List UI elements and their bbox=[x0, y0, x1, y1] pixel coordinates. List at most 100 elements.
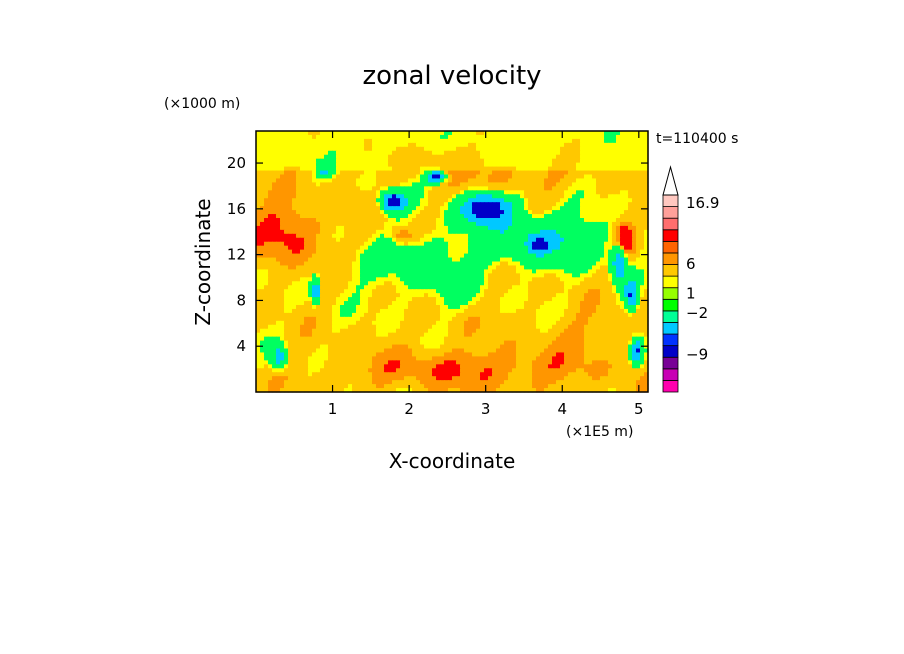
field-cell bbox=[280, 194, 285, 199]
field-cell bbox=[340, 316, 345, 322]
field-cell bbox=[480, 210, 485, 215]
field-cell bbox=[356, 186, 361, 191]
field-cell bbox=[424, 198, 429, 203]
field-cell bbox=[264, 221, 269, 227]
field-cell bbox=[628, 229, 633, 235]
field-cell bbox=[468, 253, 473, 259]
field-cell bbox=[632, 166, 637, 172]
field-cell bbox=[472, 269, 477, 274]
field-cell bbox=[416, 320, 421, 326]
field-cell bbox=[280, 154, 285, 160]
field-cell bbox=[300, 198, 305, 203]
field-cell bbox=[436, 324, 441, 330]
field-cell bbox=[344, 225, 349, 231]
field-cell bbox=[456, 308, 461, 314]
field-cell bbox=[304, 198, 309, 203]
field-cell bbox=[268, 162, 273, 168]
field-cell bbox=[476, 202, 481, 207]
field-cell bbox=[588, 210, 593, 215]
field-cell bbox=[336, 320, 341, 326]
field-cell bbox=[432, 162, 437, 168]
field-cell bbox=[512, 245, 517, 251]
field-cell bbox=[592, 186, 597, 191]
field-cell bbox=[264, 158, 269, 164]
field-cell bbox=[344, 316, 349, 322]
field-cell bbox=[532, 131, 537, 136]
field-cell bbox=[488, 269, 493, 274]
field-cell bbox=[280, 293, 285, 298]
field-cell bbox=[436, 150, 441, 156]
field-cell bbox=[452, 194, 457, 199]
field-cell bbox=[580, 170, 585, 176]
field-cell bbox=[356, 174, 361, 180]
field-cell bbox=[452, 324, 457, 330]
field-cell bbox=[580, 281, 585, 286]
field-cell bbox=[352, 174, 357, 180]
field-cell bbox=[408, 241, 413, 247]
field-cell bbox=[440, 253, 445, 259]
field-cell bbox=[332, 214, 337, 219]
field-cell bbox=[268, 214, 273, 219]
field-cell bbox=[512, 138, 517, 144]
field-cell bbox=[348, 328, 353, 334]
field-cell bbox=[308, 249, 313, 255]
field-cell bbox=[272, 146, 277, 152]
field-cell bbox=[480, 142, 485, 148]
field-cell bbox=[548, 186, 553, 191]
field-cell bbox=[468, 289, 473, 294]
field-cell bbox=[540, 186, 545, 191]
field-cell bbox=[620, 214, 625, 219]
field-cell bbox=[420, 241, 425, 247]
field-cell bbox=[356, 277, 361, 282]
field-cell bbox=[496, 285, 501, 290]
field-cell bbox=[540, 210, 545, 215]
field-cell bbox=[628, 182, 633, 187]
field-cell bbox=[360, 273, 365, 278]
field-cell bbox=[476, 182, 481, 187]
field-cell bbox=[344, 178, 349, 183]
field-cell bbox=[524, 261, 529, 267]
field-cell bbox=[396, 249, 401, 255]
field-cell bbox=[492, 257, 497, 263]
field-cell bbox=[492, 162, 497, 168]
field-cell bbox=[264, 202, 269, 207]
field-cell bbox=[264, 138, 269, 144]
field-cell bbox=[640, 273, 645, 278]
field-cell bbox=[556, 328, 561, 334]
field-cell bbox=[416, 261, 421, 267]
field-cell bbox=[340, 328, 345, 334]
field-cell bbox=[632, 178, 637, 183]
field-cell bbox=[484, 210, 489, 215]
field-cell bbox=[452, 198, 457, 203]
field-cell bbox=[516, 312, 521, 318]
field-cell bbox=[380, 301, 385, 306]
field-cell bbox=[504, 146, 509, 152]
field-cell bbox=[492, 178, 497, 183]
field-cell bbox=[640, 214, 645, 219]
field-cell bbox=[568, 297, 573, 302]
field-cell bbox=[476, 225, 481, 231]
field-cell bbox=[312, 174, 317, 180]
field-cell bbox=[304, 131, 309, 136]
field-cell bbox=[432, 218, 437, 223]
field-cell bbox=[492, 245, 497, 251]
field-cell bbox=[444, 225, 449, 231]
field-cell bbox=[640, 221, 645, 227]
field-cell bbox=[460, 194, 465, 199]
field-cell bbox=[340, 233, 345, 239]
field-cell bbox=[616, 221, 621, 227]
field-cell bbox=[356, 158, 361, 164]
field-cell bbox=[540, 150, 545, 156]
field-cell bbox=[636, 305, 641, 310]
field-cell bbox=[280, 229, 285, 235]
field-cell bbox=[376, 206, 381, 211]
field-cell bbox=[324, 202, 329, 207]
field-cell bbox=[596, 285, 601, 290]
field-cell bbox=[528, 178, 533, 183]
field-cell bbox=[372, 186, 377, 191]
field-cell bbox=[352, 237, 357, 243]
field-cell bbox=[300, 154, 305, 160]
field-cell bbox=[532, 194, 537, 199]
field-cell bbox=[644, 289, 649, 294]
field-cell bbox=[312, 170, 317, 176]
